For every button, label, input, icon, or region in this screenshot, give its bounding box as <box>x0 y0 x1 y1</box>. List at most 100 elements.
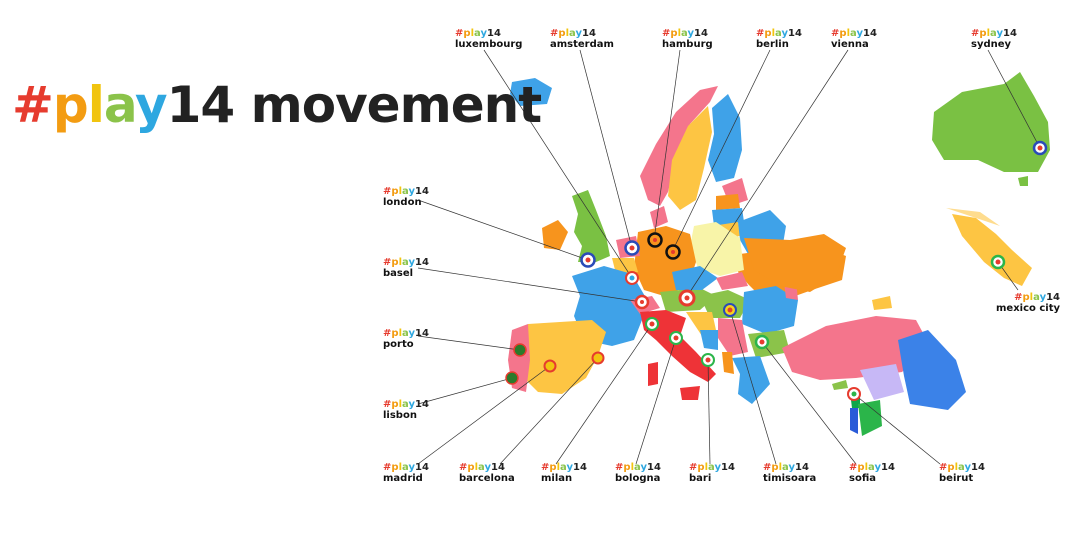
tag-berlin: #play14 berlin <box>756 28 802 50</box>
marker-timisoara <box>723 303 737 317</box>
line-sofia <box>761 341 857 465</box>
title-movement: movement <box>234 76 542 134</box>
tag-madrid: #play14 madrid <box>383 462 429 484</box>
title-y: y <box>135 76 168 134</box>
tag-hashtag: #play14 <box>763 462 809 473</box>
city-label-bologna: bologna <box>615 473 661 484</box>
country-sardinia <box>648 362 658 386</box>
country-iraq <box>898 330 966 410</box>
marker-sydney <box>1032 140 1048 156</box>
city-markers <box>505 140 1048 401</box>
tag-hashtag: #play14 <box>849 462 895 473</box>
tag-hashtag: #play14 <box>455 28 501 39</box>
country-tasmania <box>1018 176 1028 186</box>
line-hamburg <box>653 49 681 241</box>
country-turkey <box>782 316 930 380</box>
title-a: a <box>103 76 136 134</box>
country-syria <box>860 364 904 400</box>
line-amsterdam <box>579 49 633 249</box>
country-estonia <box>716 194 740 210</box>
city-label-lisbon: lisbon <box>383 410 417 421</box>
country-israel <box>850 408 858 434</box>
country-ireland <box>542 220 568 250</box>
country-russia-south <box>744 234 846 292</box>
country-sweden <box>668 106 712 210</box>
tag-hashtag: #play14 <box>383 328 429 339</box>
tag-amsterdam: #play14 amsterdam <box>550 28 614 50</box>
tag-hashtag: #play14 <box>1014 292 1061 303</box>
tag-hashtag: #play14 <box>550 28 596 39</box>
marker-sofia <box>754 334 770 350</box>
city-label-sofia: sofia <box>849 473 876 484</box>
marker-amsterdam <box>624 240 640 256</box>
country-slovakia <box>716 272 748 290</box>
city-label-porto: porto <box>383 339 414 350</box>
line-milan <box>555 323 653 465</box>
line-timisoara <box>729 309 777 465</box>
connector-lines <box>417 49 1041 465</box>
marker-luxembourg <box>625 271 639 285</box>
title-14: 14 <box>166 76 236 134</box>
city-label-madrid: madrid <box>383 473 423 484</box>
country-georgia <box>872 296 892 310</box>
marker-milan <box>645 317 659 331</box>
city-label-timisoara: timisoara <box>763 473 817 484</box>
tag-basel: #play14 basel <box>383 257 429 279</box>
country-cyprus <box>832 380 848 390</box>
city-label-beirut: beirut <box>939 473 974 484</box>
country-uk <box>572 190 610 262</box>
tag-barcelona: #play14 barcelona <box>459 462 515 484</box>
city-label-mexico-city: mexico city <box>996 303 1061 314</box>
title-l: l <box>87 76 105 134</box>
line-sydney <box>987 49 1041 149</box>
marker-lisbon <box>505 371 519 385</box>
marker-mexico-city <box>990 254 1006 270</box>
marker-berlin <box>665 244 681 260</box>
line-berlin <box>671 49 771 253</box>
tag-hashtag: #play14 <box>971 28 1017 39</box>
country-mexico <box>952 214 1032 286</box>
title-hash: # <box>12 76 54 134</box>
city-label-berlin: berlin <box>756 39 789 50</box>
tag-hashtag: #play14 <box>831 28 877 39</box>
title-p: p <box>52 76 89 134</box>
tag-timisoara: #play14 timisoara <box>763 462 816 484</box>
page-title: #play14 movement <box>12 76 542 134</box>
city-label-london: london <box>383 197 422 208</box>
tag-hashtag: #play14 <box>615 462 661 473</box>
city-label-bari: bari <box>689 473 712 484</box>
marker-bari <box>701 353 715 367</box>
tag-beirut: #play14 beirut <box>939 462 985 484</box>
city-label-luxembourg: luxembourg <box>455 39 523 50</box>
line-beirut <box>853 393 941 465</box>
line-basel <box>417 267 643 303</box>
line-lisbon <box>417 377 513 405</box>
country-denmark <box>650 206 668 228</box>
tag-hashtag: #play14 <box>689 462 735 473</box>
tag-hashtag: #play14 <box>541 462 587 473</box>
line-bari <box>707 359 711 465</box>
country-spain <box>524 320 606 394</box>
line-porto <box>417 335 521 351</box>
country-albania <box>722 352 734 374</box>
city-label-hamburg: hamburg <box>662 39 713 50</box>
country-italy <box>640 310 716 382</box>
tag-hashtag: #play14 <box>756 28 802 39</box>
tag-bari: #play14 bari <box>689 462 735 484</box>
tag-sofia: #play14 sofia <box>849 462 895 484</box>
country-serbia <box>718 318 748 356</box>
tag-hashtag: #play14 <box>383 399 429 410</box>
tag-bologna: #play14 bologna <box>615 462 661 484</box>
country-sicily <box>680 386 700 400</box>
marker-london <box>580 252 596 268</box>
tag-hashtag: #play14 <box>383 257 429 268</box>
city-label-milan: milan <box>541 473 573 484</box>
marker-madrid <box>543 359 557 373</box>
line-barcelona <box>499 357 599 465</box>
tag-hashtag: #play14 <box>383 462 429 473</box>
line-bologna <box>635 337 677 465</box>
city-label-amsterdam: amsterdam <box>550 39 614 50</box>
tag-sydney: #play14 sydney <box>971 28 1017 50</box>
tag-luxembourg: #play14 luxembourg <box>455 28 522 50</box>
marker-hamburg <box>647 232 663 248</box>
